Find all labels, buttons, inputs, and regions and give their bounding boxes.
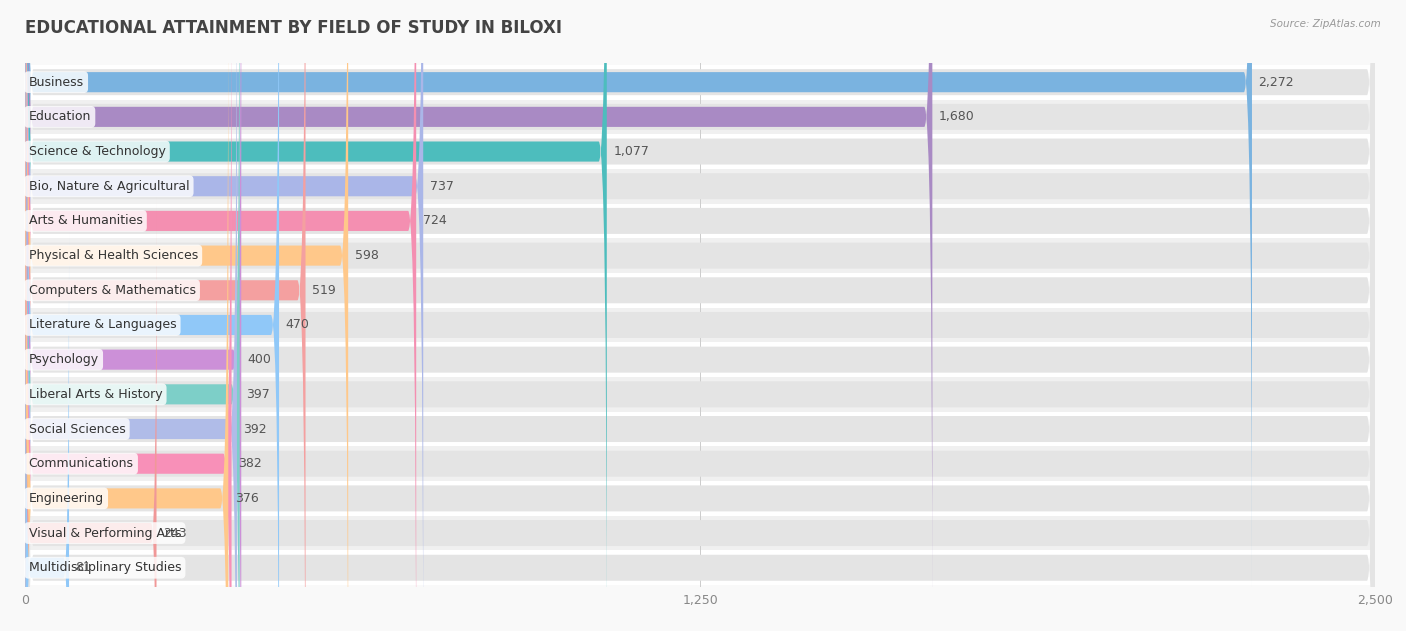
FancyBboxPatch shape [25,26,1375,631]
FancyBboxPatch shape [25,0,1375,631]
FancyBboxPatch shape [25,0,1375,631]
FancyBboxPatch shape [25,0,1375,631]
FancyBboxPatch shape [25,0,1375,631]
Text: 1,077: 1,077 [613,145,650,158]
Text: 382: 382 [238,457,262,470]
Text: 519: 519 [312,284,336,297]
Text: Visual & Performing Arts: Visual & Performing Arts [28,527,181,540]
FancyBboxPatch shape [25,0,232,631]
FancyBboxPatch shape [25,0,278,631]
FancyBboxPatch shape [25,377,1375,411]
FancyBboxPatch shape [25,0,607,631]
FancyBboxPatch shape [25,0,1375,631]
Text: 397: 397 [246,388,270,401]
Text: 1,680: 1,680 [939,110,974,123]
Text: Engineering: Engineering [28,492,104,505]
FancyBboxPatch shape [25,134,1375,169]
FancyBboxPatch shape [25,0,1251,593]
Text: Education: Education [28,110,91,123]
Text: Multidisciplinary Studies: Multidisciplinary Studies [28,561,181,574]
Text: 598: 598 [354,249,378,262]
FancyBboxPatch shape [25,0,239,631]
FancyBboxPatch shape [25,0,1375,631]
FancyBboxPatch shape [25,0,238,631]
FancyBboxPatch shape [25,169,1375,204]
Text: 470: 470 [285,319,309,331]
FancyBboxPatch shape [25,446,1375,481]
Text: 243: 243 [163,527,187,540]
Text: Source: ZipAtlas.com: Source: ZipAtlas.com [1270,19,1381,29]
FancyBboxPatch shape [25,0,228,631]
Text: Arts & Humanities: Arts & Humanities [28,215,142,227]
Text: 400: 400 [247,353,271,366]
FancyBboxPatch shape [25,0,1375,631]
Text: 2,272: 2,272 [1258,76,1294,89]
Text: Physical & Health Sciences: Physical & Health Sciences [28,249,198,262]
FancyBboxPatch shape [25,0,349,631]
FancyBboxPatch shape [25,0,1375,624]
FancyBboxPatch shape [25,516,1375,550]
Text: Science & Technology: Science & Technology [28,145,166,158]
FancyBboxPatch shape [25,100,1375,134]
Text: 737: 737 [430,180,454,192]
FancyBboxPatch shape [25,0,932,627]
FancyBboxPatch shape [25,308,1375,342]
FancyBboxPatch shape [25,0,423,631]
FancyBboxPatch shape [25,0,1375,631]
Text: Computers & Mathematics: Computers & Mathematics [28,284,195,297]
Text: 392: 392 [243,423,267,435]
FancyBboxPatch shape [25,550,1375,585]
FancyBboxPatch shape [25,481,1375,516]
Text: Psychology: Psychology [28,353,98,366]
FancyBboxPatch shape [25,231,69,631]
Text: Communications: Communications [28,457,134,470]
FancyBboxPatch shape [25,0,416,631]
FancyBboxPatch shape [25,61,1375,631]
FancyBboxPatch shape [25,273,1375,308]
Text: 724: 724 [423,215,447,227]
Text: 81: 81 [76,561,91,574]
FancyBboxPatch shape [25,239,1375,273]
FancyBboxPatch shape [25,411,1375,446]
FancyBboxPatch shape [25,0,305,631]
Text: EDUCATIONAL ATTAINMENT BY FIELD OF STUDY IN BILOXI: EDUCATIONAL ATTAINMENT BY FIELD OF STUDY… [25,19,562,37]
FancyBboxPatch shape [25,0,1375,631]
Text: Bio, Nature & Agricultural: Bio, Nature & Agricultural [28,180,190,192]
FancyBboxPatch shape [25,0,242,631]
Text: Liberal Arts & History: Liberal Arts & History [28,388,162,401]
FancyBboxPatch shape [25,342,1375,377]
FancyBboxPatch shape [25,204,1375,239]
Text: 376: 376 [235,492,259,505]
FancyBboxPatch shape [25,0,1375,631]
FancyBboxPatch shape [25,0,1375,631]
Text: Business: Business [28,76,84,89]
Text: Social Sciences: Social Sciences [28,423,125,435]
FancyBboxPatch shape [25,65,1375,100]
FancyBboxPatch shape [25,196,156,631]
FancyBboxPatch shape [25,0,1375,589]
Text: Literature & Languages: Literature & Languages [28,319,176,331]
